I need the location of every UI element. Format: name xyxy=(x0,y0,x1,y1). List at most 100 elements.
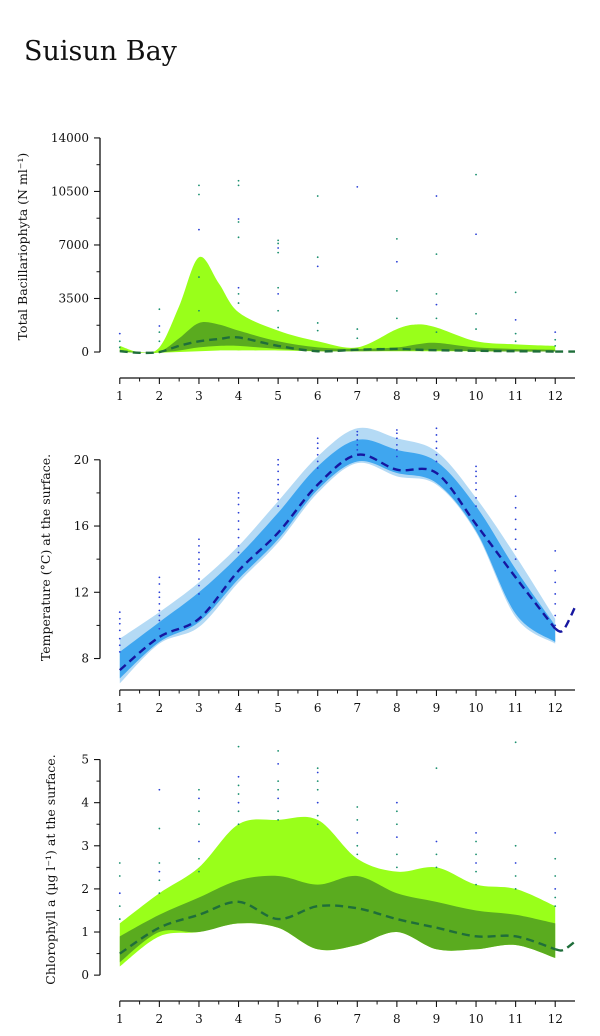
scatter-point xyxy=(316,467,319,469)
y-axis-label: Chlorophyll a (µg l⁻¹) at the surface. xyxy=(43,754,58,984)
scatter-point xyxy=(277,309,280,312)
scatter-point xyxy=(475,233,477,236)
scatter-point xyxy=(237,745,240,748)
scatter-point xyxy=(554,602,557,605)
scatter-point xyxy=(237,823,240,826)
scatter-point xyxy=(514,844,517,847)
scatter-point xyxy=(198,857,200,860)
x-tick-label: 3 xyxy=(195,1012,203,1026)
scatter-point xyxy=(277,242,280,245)
scatter-points xyxy=(118,427,557,653)
x-tick-label: 2 xyxy=(156,701,164,715)
x-tick-label: 11 xyxy=(508,701,523,715)
scatter-point xyxy=(395,429,398,431)
scatter-point xyxy=(158,308,161,311)
scatter-point xyxy=(237,184,240,187)
scatter-point xyxy=(554,888,557,890)
scatter-point xyxy=(118,637,121,640)
scatter-points xyxy=(118,741,557,920)
scatter-point xyxy=(395,866,398,869)
scatter-point xyxy=(158,892,161,895)
scatter-point xyxy=(395,823,398,826)
scatter-point xyxy=(237,221,240,223)
scatter-point xyxy=(277,463,280,466)
scatter-point xyxy=(118,617,121,620)
scatter-point xyxy=(158,614,161,617)
scatter-point xyxy=(356,844,359,847)
scatter-point xyxy=(277,293,280,295)
scatter-point xyxy=(277,498,280,501)
x-tick-label: 7 xyxy=(353,701,361,715)
scatter-point xyxy=(198,578,200,580)
scatter-point xyxy=(277,483,280,486)
scatter-point xyxy=(475,883,477,886)
x-tick-label: 6 xyxy=(314,1012,322,1026)
y-tick-label: 20 xyxy=(74,453,89,467)
scatter-point xyxy=(118,346,121,349)
scatter-point xyxy=(435,331,438,334)
scatter-point xyxy=(198,870,200,873)
x-tick-label: 4 xyxy=(235,389,243,403)
scatter-point xyxy=(237,551,240,554)
scatter-point xyxy=(395,455,398,458)
scatter-point xyxy=(514,528,517,531)
scatter-point xyxy=(198,840,200,843)
x-tick-label: 3 xyxy=(195,701,203,715)
scatter-point xyxy=(198,797,200,800)
y-tick-label: 10500 xyxy=(51,184,89,198)
scatter-point xyxy=(514,558,517,561)
scatter-point xyxy=(237,286,240,289)
scatter-point xyxy=(158,627,161,630)
scatter-point xyxy=(316,265,319,268)
scatter-point xyxy=(237,545,240,547)
scatter-point xyxy=(356,806,359,808)
scatter-point xyxy=(514,340,517,343)
y-tick-label: 3 xyxy=(81,839,89,853)
scatter-point xyxy=(435,253,438,256)
scatter-point xyxy=(237,496,240,499)
scatter-point xyxy=(198,538,200,541)
x-tick-label: 8 xyxy=(393,389,401,403)
page-title: Suisun Bay xyxy=(24,36,177,67)
scatter-point xyxy=(158,576,161,579)
x-tick-label: 9 xyxy=(433,1012,441,1026)
scatter-point xyxy=(475,862,477,864)
scatter-point xyxy=(277,797,280,800)
scatter-point xyxy=(118,875,121,877)
scatter-point xyxy=(316,442,319,445)
scatter-point xyxy=(277,239,280,242)
scatter-point xyxy=(554,614,557,617)
scatter-point xyxy=(118,340,121,343)
scatter-point xyxy=(237,520,240,522)
scatter-point xyxy=(435,434,438,436)
scatter-point xyxy=(514,538,517,541)
x-tick-label: 4 xyxy=(235,1012,243,1026)
scatter-point xyxy=(198,228,200,231)
scatter-point xyxy=(514,888,517,890)
scatter-point xyxy=(435,840,438,843)
scatter-point xyxy=(435,453,438,456)
scatter-point xyxy=(158,591,161,594)
scatter-point xyxy=(435,460,438,463)
scatter-point xyxy=(316,814,319,817)
scatter-point xyxy=(514,291,517,294)
scatter-point xyxy=(356,337,359,340)
scatter-point xyxy=(395,810,398,813)
scatter-point xyxy=(475,853,477,856)
scatter-point xyxy=(198,823,200,826)
scatter-point xyxy=(316,767,319,770)
x-tick-label: 10 xyxy=(468,389,483,403)
scatter-point xyxy=(514,332,517,335)
inner-band-area xyxy=(119,439,556,679)
scatter-point xyxy=(237,528,240,531)
scatter-point xyxy=(316,460,319,463)
median-line xyxy=(119,453,557,672)
x-tick-label: 4 xyxy=(235,701,243,715)
x-tick-label: 8 xyxy=(393,1012,401,1026)
scatter-point xyxy=(277,251,280,254)
scatter-point xyxy=(237,511,240,514)
y-tick-label: 7000 xyxy=(58,238,89,252)
scatter-point xyxy=(475,505,477,508)
scatter-point xyxy=(118,332,121,335)
